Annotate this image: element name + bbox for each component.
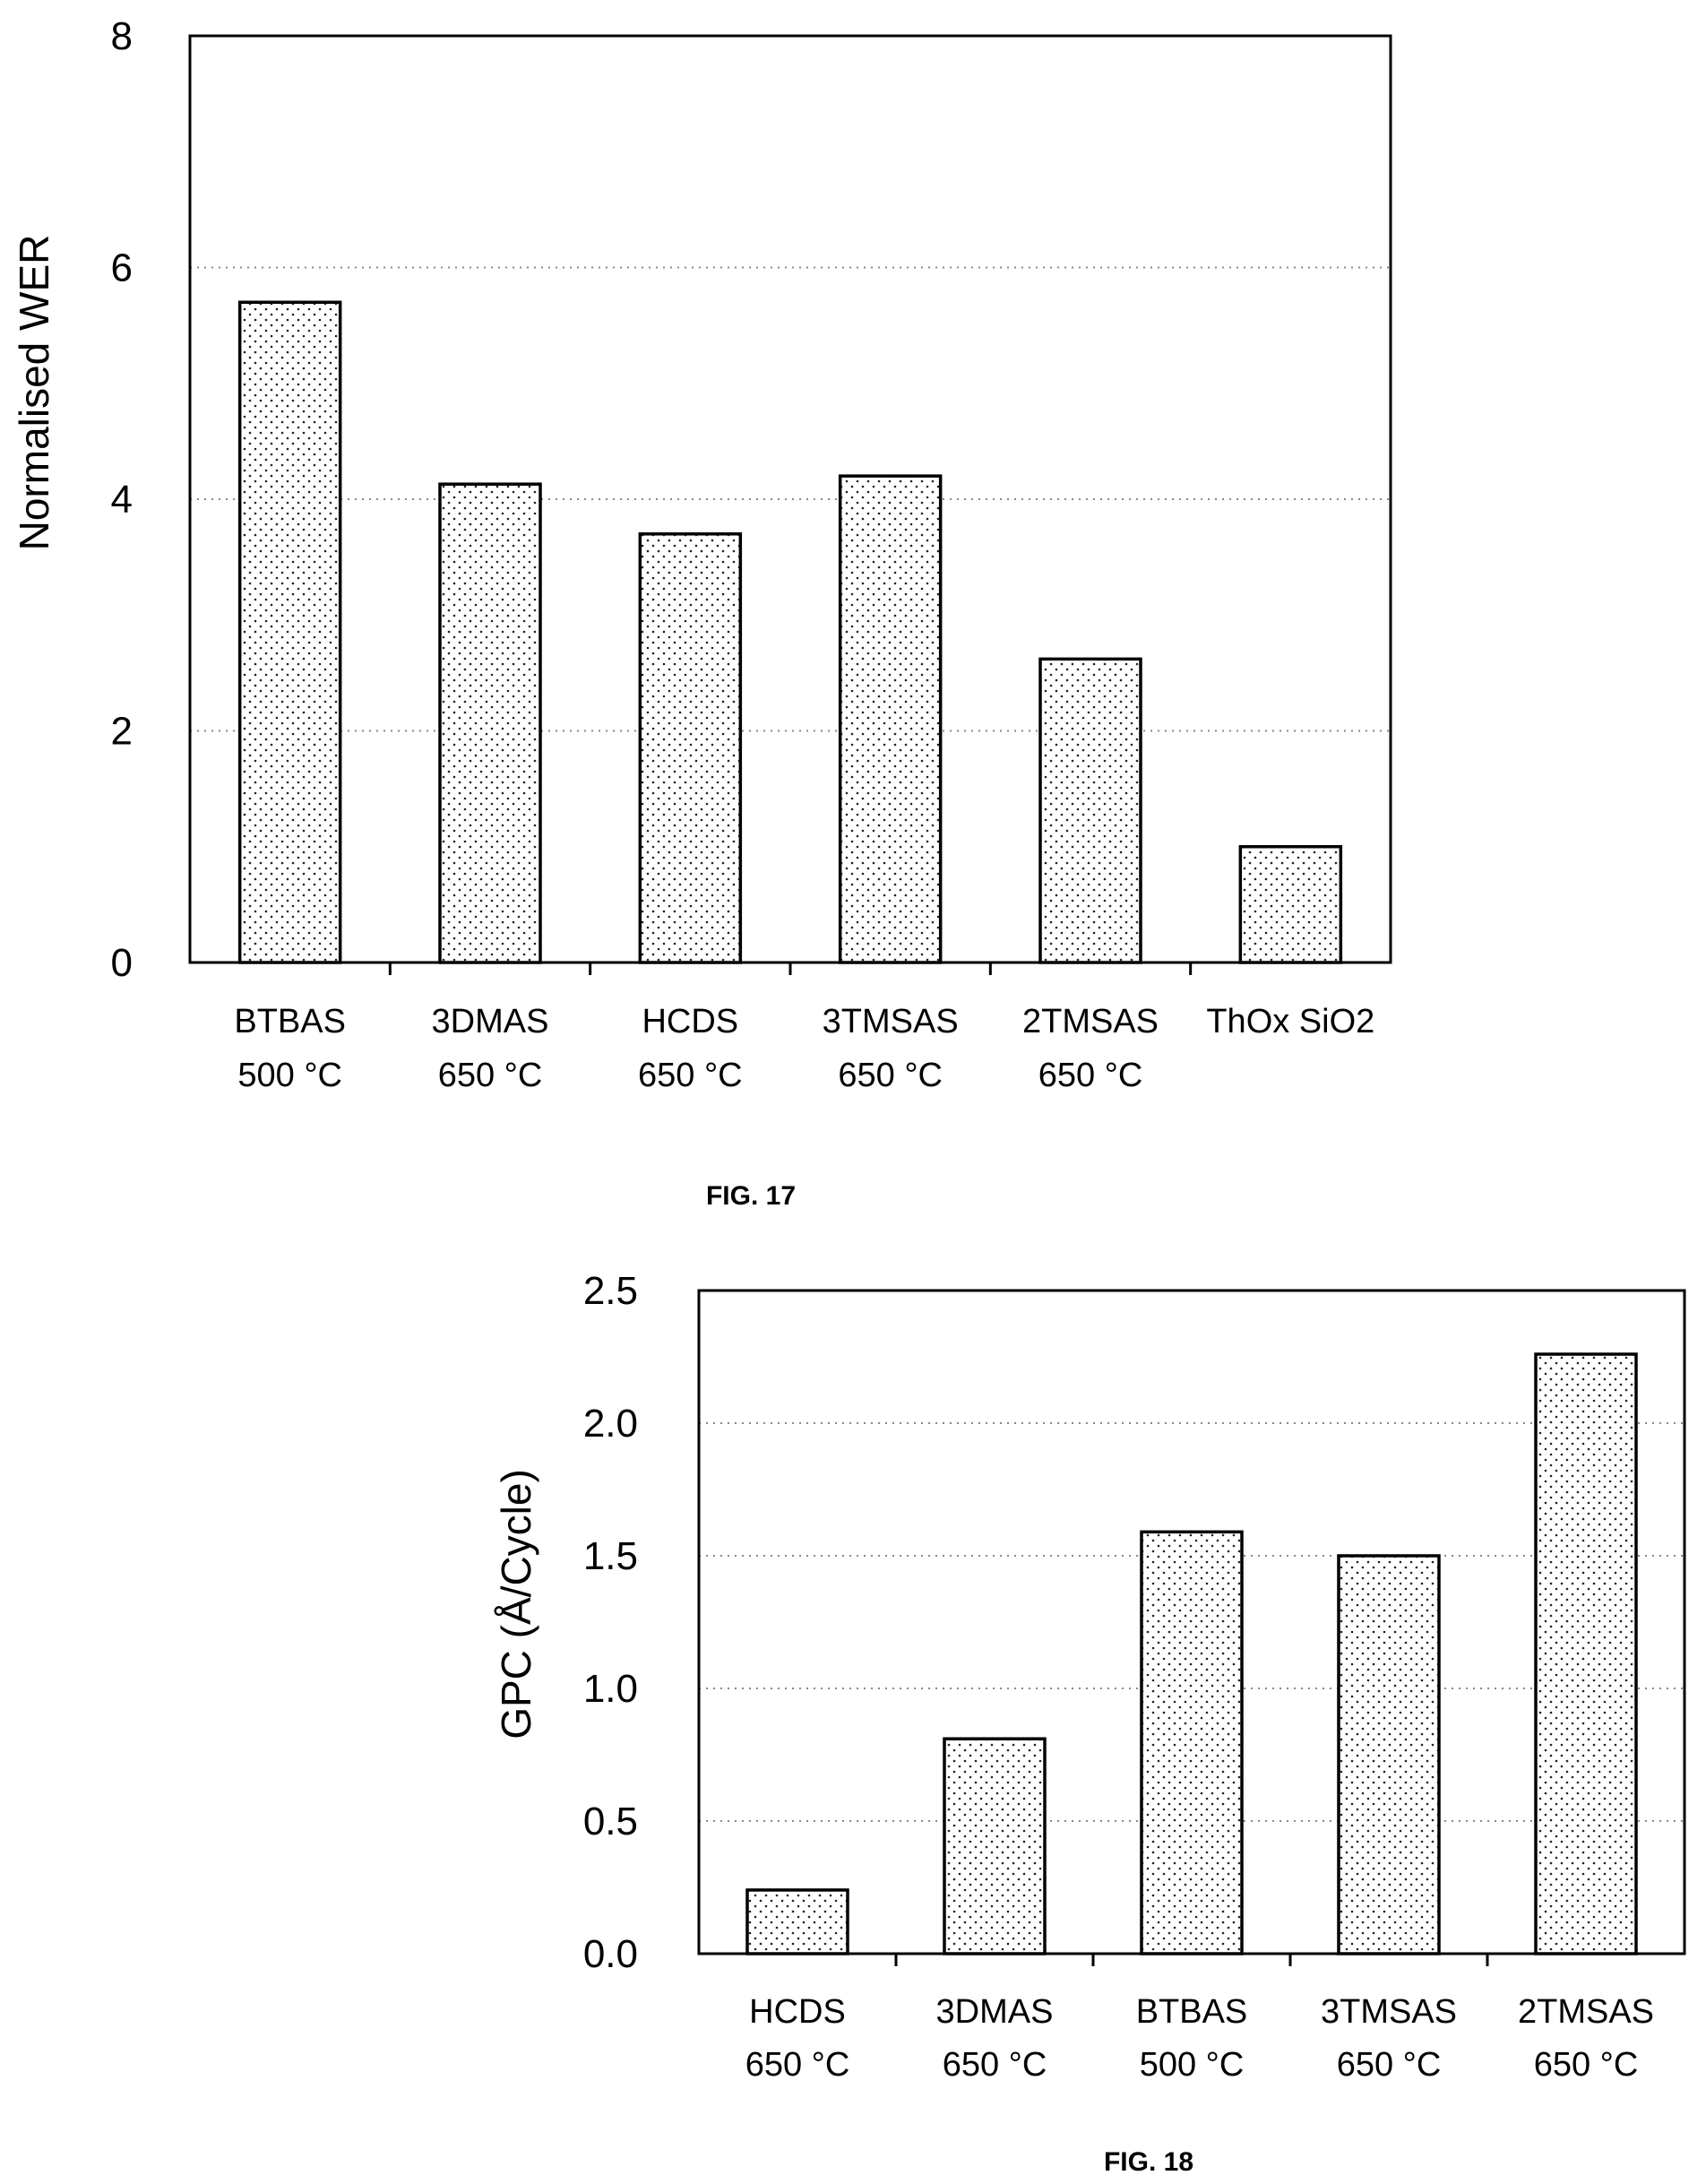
figure-caption: FIG. 18 <box>1104 2147 1193 2177</box>
chart-fig17: 0 2 4 6 8 BTBAS 500 °C 3DMAS 650 °C HCDS 650 °C 3TM… <box>11 14 1392 1211</box>
x-category-sublabel: 650 °C <box>1038 1057 1143 1094</box>
x-category-label: BTBAS <box>234 1003 346 1040</box>
x-category-label: HCDS <box>749 1993 846 2031</box>
bar <box>745 1888 849 1955</box>
y-axis-title: Normalised WER <box>11 235 57 551</box>
bar <box>237 300 342 964</box>
bar <box>1534 1352 1638 1955</box>
chart-fig18: 0.0 0.5 1.0 1.5 2.0 2.5 HCDS 650 °C 3DMAS 650 °C B… <box>493 1269 1686 2177</box>
x-category-sublabel: 650 °C <box>1534 2046 1639 2084</box>
bar <box>438 482 542 964</box>
x-category-sublabel: 650 °C <box>638 1057 743 1094</box>
x-category-sublabel: 650 °C <box>1337 2046 1442 2084</box>
y-tick-label: 0.0 <box>583 1932 638 1976</box>
figure-caption: FIG. 17 <box>706 1181 796 1211</box>
x-category-sublabel: 500 °C <box>1140 2046 1245 2084</box>
x-category-label: 2TMSAS <box>1518 1993 1654 2031</box>
bar <box>1140 1530 1244 1955</box>
x-category-label: 3DMAS <box>936 1993 1054 2031</box>
y-tick-label: 8 <box>111 14 133 58</box>
y-tick-label: 1.0 <box>583 1667 638 1711</box>
x-category-label: BTBAS <box>1136 1993 1248 2031</box>
y-tick-label: 2 <box>111 710 133 754</box>
x-category-label: 3DMAS <box>432 1003 549 1040</box>
x-category-label: HCDS <box>642 1003 738 1040</box>
x-category-label: 3TMSAS <box>1321 1993 1457 2031</box>
y-tick-label: 4 <box>111 478 133 522</box>
y-tick-label: 2.0 <box>583 1402 638 1446</box>
x-category-label: 2TMSAS <box>1022 1003 1159 1040</box>
plot-frame <box>697 1289 1686 1955</box>
y-tick-label: 0.5 <box>583 1800 638 1843</box>
x-category-sublabel: 650 °C <box>838 1057 943 1094</box>
x-category-sublabel: 500 °C <box>237 1057 342 1094</box>
bar <box>838 474 943 964</box>
x-category-sublabel: 650 °C <box>438 1057 543 1094</box>
x-category-label: 3TMSAS <box>823 1003 959 1040</box>
y-tick-label: 2.5 <box>583 1269 638 1313</box>
x-category-label: ThOx SiO2 <box>1206 1003 1374 1040</box>
y-tick-label: 6 <box>111 246 133 290</box>
bar <box>1337 1554 1441 1955</box>
x-category-sublabel: 650 °C <box>943 2046 1047 2084</box>
bar <box>1238 845 1343 964</box>
bar <box>638 532 743 964</box>
y-tick-label: 0 <box>111 941 133 985</box>
bar <box>1038 657 1142 964</box>
y-tick-label: 1.5 <box>583 1534 638 1578</box>
x-category-sublabel: 650 °C <box>745 2046 850 2084</box>
bar <box>943 1737 1047 1955</box>
y-axis-title: GPC (Å/Cycle) <box>493 1469 539 1739</box>
